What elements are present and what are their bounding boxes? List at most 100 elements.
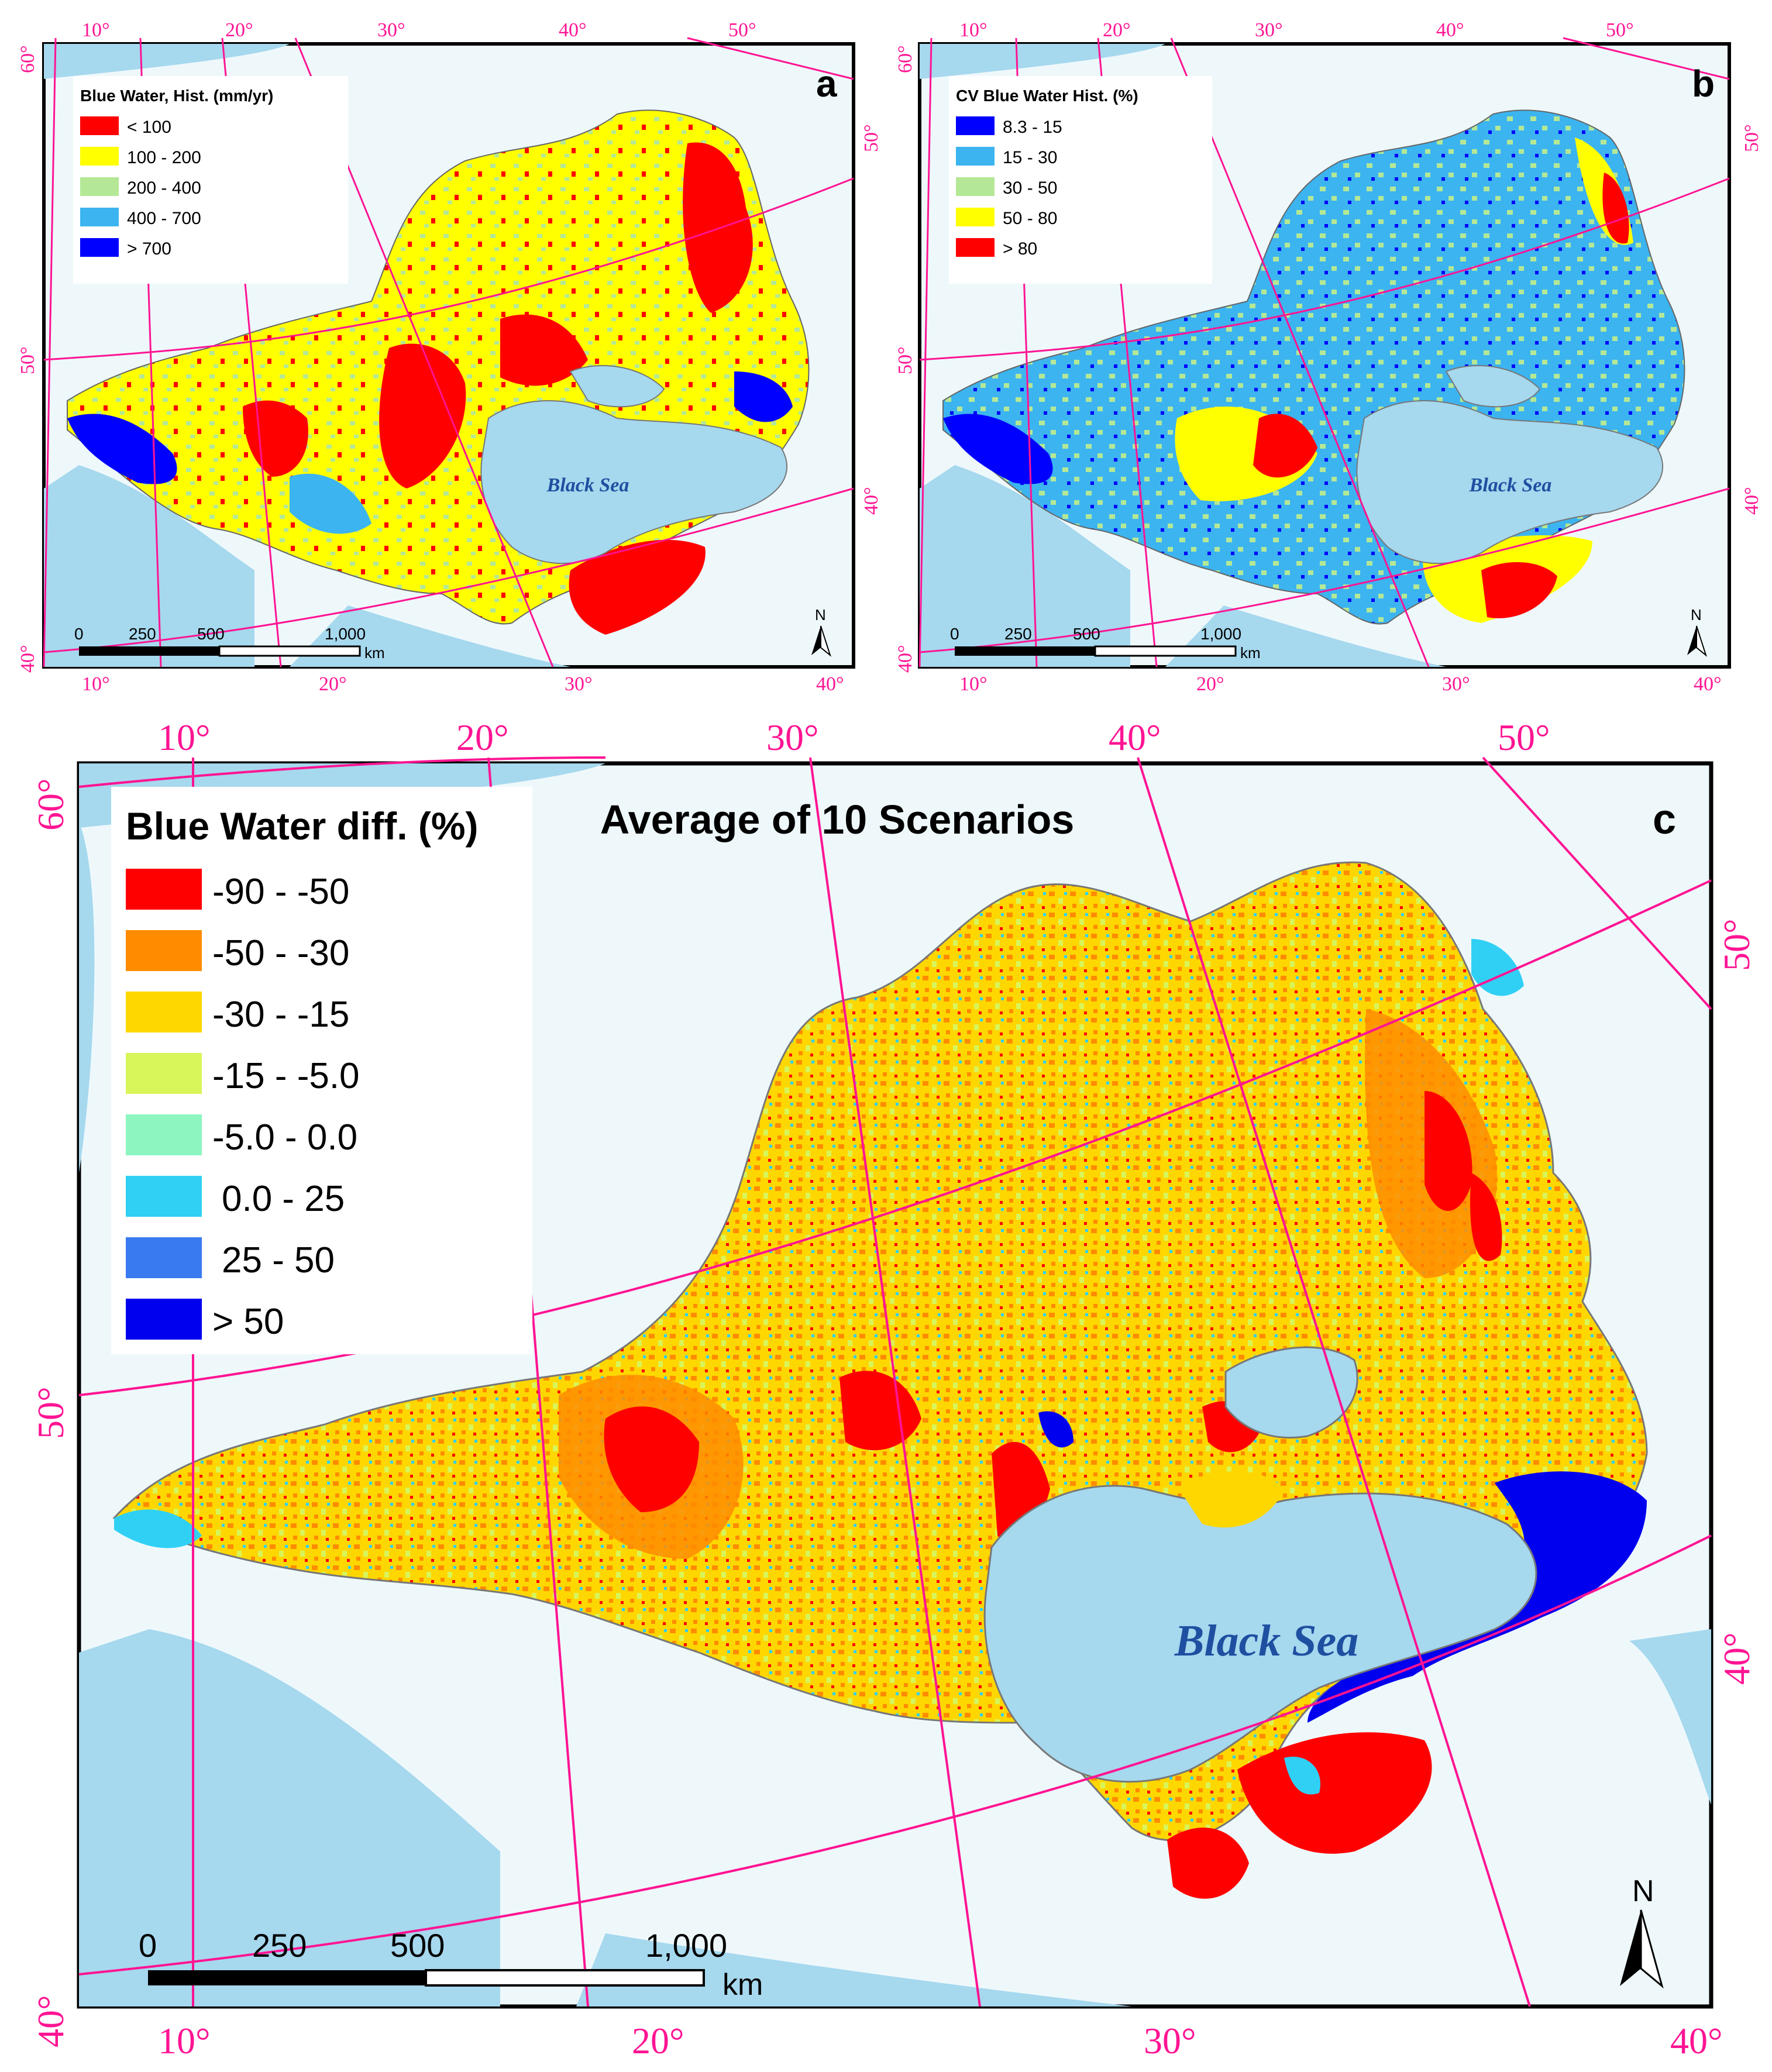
north-arrow-b: N — [1687, 606, 1707, 657]
legend-item-a-2: 200 - 400 — [80, 177, 201, 198]
svg-text:40°: 40° — [1741, 487, 1763, 515]
svg-text:10°: 10° — [959, 19, 987, 41]
svg-text:60°: 60° — [17, 45, 39, 73]
svg-text:40°: 40° — [1670, 2020, 1723, 2061]
legend-item-b-1: 15 - 30 — [956, 147, 1057, 167]
sea-label-c: Black Sea — [1174, 1616, 1359, 1665]
blue-patch-a1 — [67, 414, 177, 484]
legend-item-b-2: 30 - 50 — [956, 177, 1057, 198]
red-patch-a3 — [500, 314, 588, 386]
svg-text:> 50: > 50 — [212, 1302, 284, 1342]
legend-item-b-4: > 80 — [956, 238, 1037, 259]
legend-title-a: Blue Water, Hist. (mm/yr) — [80, 87, 273, 105]
svg-text:0: 0 — [74, 625, 84, 643]
svg-text:-50 - -30: -50 - -30 — [212, 933, 349, 973]
panel-c: Black Sea Blue Water diff. (%) -90 - -50… — [77, 756, 1713, 2009]
svg-text:40°: 40° — [816, 673, 844, 695]
red-field-c1 — [604, 1406, 699, 1512]
blue-field-c3 — [1038, 1411, 1073, 1448]
baltic-a — [44, 44, 290, 79]
adriatic-sea-a — [44, 465, 254, 667]
legend-item-b-3: 50 - 80 — [956, 208, 1057, 228]
svg-text:8.3 - 15: 8.3 - 15 — [1003, 118, 1062, 137]
legend-c: Blue Water diff. (%) -90 - -50 -50 - -30… — [111, 787, 532, 1354]
red-patch-b3 — [1481, 562, 1557, 618]
svg-text:30°: 30° — [766, 717, 819, 758]
svg-text:40°: 40° — [1694, 673, 1722, 695]
graticule-labels-a: 10° 20° 30° 40° 50° 10° 20° 30° 40° 60° … — [17, 19, 882, 695]
svg-text:N: N — [815, 606, 826, 624]
svg-text:500: 500 — [197, 625, 225, 643]
panel-letter-b: b — [1692, 63, 1715, 105]
svg-text:50°: 50° — [728, 19, 756, 41]
svg-text:500: 500 — [390, 1927, 445, 1964]
red-field-c5 — [1470, 1173, 1502, 1261]
legend-item-c-1: -50 - -30 — [126, 930, 349, 973]
svg-text:10°: 10° — [82, 19, 110, 41]
svg-text:30°: 30° — [565, 673, 593, 695]
adriatic-sea-b — [920, 465, 1130, 667]
black-sea-a — [480, 400, 788, 565]
svg-text:50 - 80: 50 - 80 — [1003, 209, 1057, 228]
svg-text:N: N — [1632, 1874, 1654, 1908]
svg-text:250: 250 — [252, 1927, 307, 1964]
svg-text:50°: 50° — [1498, 717, 1550, 758]
svg-text:> 80: > 80 — [1003, 239, 1037, 259]
cyan-patch-a1 — [290, 473, 371, 534]
svg-text:50°: 50° — [1741, 124, 1763, 152]
legend-item-a-3: 400 - 700 — [80, 208, 201, 228]
panel-letter-a: a — [816, 63, 837, 105]
svg-text:20°: 20° — [632, 2020, 684, 2061]
svg-text:30°: 30° — [377, 19, 405, 41]
adriatic-sea-c — [79, 1629, 500, 2006]
svg-text:25 - 50: 25 - 50 — [222, 1240, 335, 1281]
svg-text:30°: 30° — [1255, 19, 1283, 41]
scale-bar-a: 0 250 500 1,000 km — [74, 625, 385, 662]
caspian-c — [1629, 1629, 1711, 1805]
panel-b: Black Sea CV Blue Water Hist. (%) 8.3 - … — [918, 37, 1731, 669]
red-patch-b1 — [1253, 414, 1317, 478]
red-patch-a5 — [569, 539, 706, 635]
svg-text:400 - 700: 400 - 700 — [127, 209, 201, 228]
legend-item-c-4: -5.0 - 0.0 — [126, 1114, 357, 1158]
scale-bar-b: 0 250 500 1,000 km — [950, 625, 1261, 662]
graticule-labels-b: 10° 20° 30° 40° 50° 10° 20° 30° 40° 60° … — [894, 19, 1763, 695]
legend-item-c-6: 25 - 50 — [126, 1237, 335, 1281]
red-patch-a2 — [379, 343, 466, 488]
svg-text:40°: 40° — [861, 487, 882, 515]
med-sea-c — [576, 1933, 1132, 2006]
blue-patch-a2 — [734, 371, 793, 422]
svg-text:km: km — [1240, 644, 1261, 662]
svg-text:20°: 20° — [319, 673, 347, 695]
svg-text:10°: 10° — [82, 673, 110, 695]
north-arrow-c: N — [1620, 1874, 1664, 1989]
svg-text:-90 - -50: -90 - -50 — [212, 872, 349, 912]
svg-text:60°: 60° — [30, 778, 71, 831]
svg-text:500: 500 — [1073, 625, 1100, 643]
sea-label-b: Black Sea — [1469, 474, 1552, 496]
svg-text:50°: 50° — [894, 346, 916, 374]
legend-item-c-0: -90 - -50 — [126, 869, 349, 912]
svg-text:> 700: > 700 — [127, 239, 171, 259]
svg-text:40°: 40° — [894, 645, 916, 673]
svg-text:20°: 20° — [456, 717, 509, 758]
legend-title-c: Blue Water diff. (%) — [126, 804, 479, 848]
cyan-field-c3 — [1284, 1757, 1320, 1795]
svg-text:200 - 400: 200 - 400 — [127, 178, 201, 198]
azov-sea-c — [1224, 1346, 1358, 1439]
red-patch-b2 — [1602, 173, 1629, 244]
azov-sea-a — [569, 365, 665, 408]
svg-text:20°: 20° — [1196, 673, 1224, 695]
svg-text:1,000: 1,000 — [1200, 625, 1241, 643]
baltic-b — [920, 44, 1165, 79]
legend-item-c-2: -30 - -15 — [126, 992, 349, 1035]
cyan-field-c1 — [114, 1509, 202, 1548]
svg-text:40°: 40° — [17, 645, 39, 673]
svg-text:15 - 30: 15 - 30 — [1003, 148, 1057, 167]
svg-text:30°: 30° — [1442, 673, 1470, 695]
svg-text:40°: 40° — [559, 19, 587, 41]
legend-item-a-0: < 100 — [80, 116, 171, 137]
svg-text:1,000: 1,000 — [325, 625, 366, 643]
svg-text:N: N — [1691, 606, 1702, 624]
